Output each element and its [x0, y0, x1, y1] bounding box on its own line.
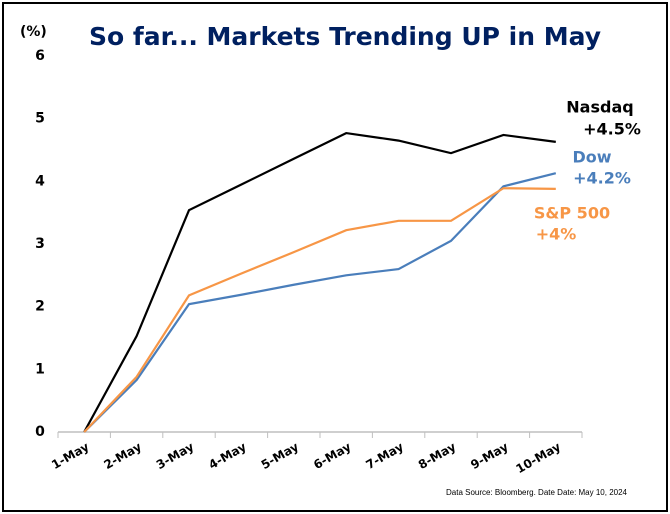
series-line — [83, 131, 556, 433]
series-name: Nasdaq — [566, 98, 633, 117]
chart-title: So far... Markets Trending UP in May — [89, 22, 601, 51]
series-annotation: +4.2% — [573, 169, 631, 188]
y-tick-label: 0 — [35, 424, 45, 440]
series-name: Dow — [572, 148, 611, 167]
source-note: Data Source: Bloomberg. Date Date: May 1… — [446, 488, 628, 497]
series-annotation: +4% — [536, 225, 577, 244]
series-annotation: +4.5% — [583, 120, 641, 139]
series-line — [83, 172, 557, 433]
series-name: S&P 500 — [534, 204, 610, 223]
y-tick-label: 5 — [35, 111, 45, 127]
y-tick-label: 3 — [35, 236, 45, 252]
y-tick-label: 6 — [35, 48, 45, 64]
y-tick-label: 1 — [35, 361, 45, 377]
y-axis-label: (%) — [20, 24, 47, 40]
y-tick-label: 4 — [35, 173, 45, 189]
y-tick-label: 2 — [35, 299, 45, 315]
series-line — [83, 187, 556, 433]
